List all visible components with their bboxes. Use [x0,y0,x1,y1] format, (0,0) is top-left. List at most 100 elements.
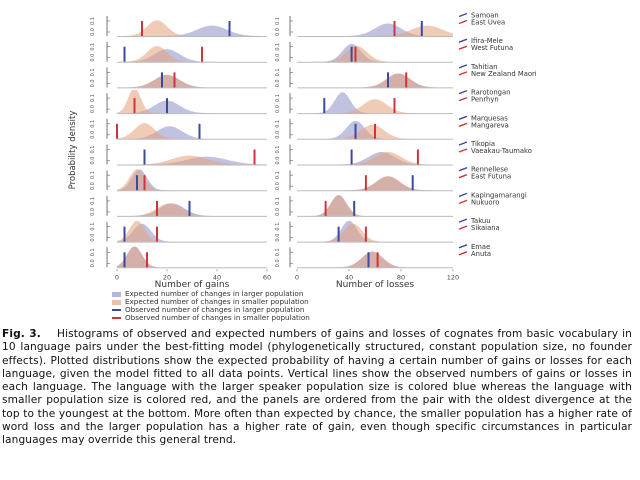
legend-line-icon [458,45,468,50]
pair-label-larger: Kapingamarangi [471,191,527,199]
legend-line-icon [458,122,468,127]
gains-panels: 0.00.10.00.10.00.10.00.10.00.10.00.10.00… [90,16,271,281]
x-axis-label-gains: Number of gains [155,280,230,290]
y-tick-label: 0.1 [275,68,281,76]
legend-label: Expected number of changes in smaller po… [125,297,309,306]
expected-larger-distribution [297,73,453,88]
legend-line-icon [458,225,468,230]
y-tick-label: 0.1 [90,17,96,25]
legend-line-icon [458,244,468,249]
legend-line-icon [458,38,468,43]
panel: 0.00.1 [90,246,267,269]
caption-text: Histograms of observed and expected numb… [2,328,632,447]
x-tick-label: 80 [397,273,405,281]
legend-item-expected-smaller: Expected number of changes in smaller po… [112,298,310,306]
expected-smaller-distribution [297,46,453,62]
y-tick-label: 0.0 [275,208,281,216]
y-tick-label: 0.0 [90,105,96,113]
y-tick-label: 0.1 [90,223,96,231]
y-tick-label: 0.0 [275,54,281,62]
pair-label-larger: Rarotongan [471,89,510,97]
y-tick-label: 0.0 [90,234,96,242]
y-tick-label: 0.0 [275,182,281,190]
panel: 0.00.1 [90,118,267,140]
expected-smaller-distribution [117,220,267,242]
expected-smaller-distribution [297,151,453,165]
x-tick-label: 40 [345,273,353,281]
legend-line-icon [458,141,468,146]
legend-line-icon [458,167,468,172]
expected-smaller-distribution [297,251,453,268]
y-tick-label: 0.0 [275,105,281,113]
y-tick-label: 0.0 [90,259,96,267]
panel: 0.00.1 [90,67,267,89]
legend-line-icon [458,89,468,95]
expected-smaller-distribution [117,169,267,191]
legend-line [112,309,121,311]
expected-larger-distribution [297,195,453,216]
y-tick-label: 0.0 [90,182,96,190]
y-tick-label: 0.0 [90,79,96,87]
figure-histograms: 0.00.10.00.10.00.10.00.10.00.10.00.10.00… [68,12,537,291]
pair-label-smaller: East Futuna [471,173,511,181]
panel: 0.00.1 [275,144,453,166]
pair-label-smaller: Nukuoro [471,198,499,206]
expected-larger-distribution [297,220,453,242]
panel: 0.00.1 [90,144,267,166]
legend-line-icon [458,148,468,153]
expected-larger-distribution [117,74,267,88]
figure-legend: Expected number of changes in larger pop… [112,290,310,322]
expected-smaller-distribution [117,246,267,268]
panel: 0.00.1 [90,195,267,217]
legend-item-expected-larger: Expected number of changes in larger pop… [112,290,310,298]
expected-smaller-distribution [297,195,453,216]
pair-label-larger: Ifira-Mele [471,37,503,45]
expected-larger-distribution [117,223,267,242]
y-tick-label: 0.0 [90,208,96,216]
losses-panels: 0.00.10.00.10.00.10.00.10.00.10.00.10.00… [275,16,459,281]
legend-label: Observed number of changes in smaller po… [125,313,310,322]
legend-swatch [112,299,121,305]
y-tick-label: 0.1 [275,94,281,102]
legend-line [112,317,121,319]
expected-smaller-distribution [117,20,267,36]
pair-label-smaller: Vaeakau-Taumako [471,147,532,155]
panel: 0.00.1 [90,169,267,192]
legend-label: Expected number of changes in larger pop… [125,289,304,298]
panel: 0.00.1 [275,92,453,115]
y-tick-label: 0.1 [90,94,96,102]
expected-smaller-distribution [297,73,453,88]
y-tick-label: 0.0 [90,54,96,62]
y-tick-label: 0.0 [275,79,281,87]
pair-label-smaller: Sikaiana [471,224,500,232]
expected-smaller-distribution [117,74,267,88]
expected-smaller-distribution [297,25,453,36]
figure-caption: Fig. 3. Histograms of observed and expec… [2,328,632,448]
expected-smaller-distribution [117,90,267,114]
y-tick-label: 0.0 [275,157,281,165]
y-tick-label: 0.1 [90,43,96,51]
caption-label: Fig. 3. [2,328,41,340]
legend-line-icon [458,64,468,69]
expected-smaller-distribution [297,223,453,242]
y-tick-label: 0.0 [275,28,281,36]
pair-label-larger: Takuu [470,217,491,225]
y-tick-label: 0.0 [90,28,96,36]
panel: 0.00.1 [275,118,453,140]
pair-label-larger: Tahitian [470,63,497,71]
y-tick-label: 0.0 [90,157,96,165]
x-tick-label: 0 [115,273,119,281]
y-tick-label: 0.0 [275,259,281,267]
panel: 0.00.1 [90,16,267,37]
expected-smaller-distribution [297,176,453,191]
legend-line-icon [458,174,468,179]
y-tick-label: 0.0 [275,131,281,139]
panel: 0.00.1 [275,16,453,37]
pair-label-smaller: West Futuna [471,44,513,52]
x-tick-label: 0 [295,273,299,281]
x-tick-label: 40 [213,273,221,281]
panel: 0.00.1 [90,220,267,243]
y-tick-label: 0.1 [275,223,281,231]
panel: 0.00.1 [275,41,453,63]
